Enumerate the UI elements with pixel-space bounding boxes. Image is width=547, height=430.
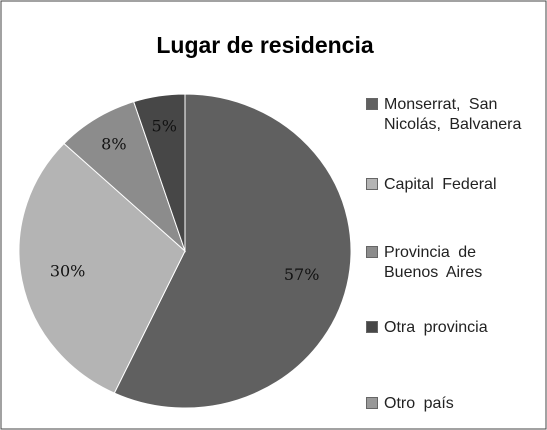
pie-slice xyxy=(113,93,352,409)
legend-swatch xyxy=(366,321,378,333)
legend-swatch xyxy=(366,178,378,190)
legend-item: Provincia de Buenos Aires xyxy=(366,243,482,283)
slice-label: 5% xyxy=(152,116,177,135)
pie-slice xyxy=(18,142,186,394)
legend-swatch xyxy=(366,397,378,409)
legend-label: Otro país xyxy=(384,395,454,412)
legend-swatch xyxy=(366,98,378,110)
legend-item: Otro país xyxy=(366,394,454,414)
legend-item: Otra provincia xyxy=(366,318,488,338)
legend-item: Capital Federal xyxy=(366,175,497,195)
legend-label: Provincia de Buenos Aires xyxy=(384,244,483,281)
chart-title: Lugar de residencia xyxy=(156,32,374,58)
slice-label: 30% xyxy=(50,262,86,281)
legend-item: Monserrat, San Nicolás, Balvanera xyxy=(366,95,521,135)
legend-label: Monserrat, San Nicolás, Balvanera xyxy=(384,96,522,133)
slice-label: 8% xyxy=(101,134,126,153)
legend-label: Otra provincia xyxy=(384,319,488,336)
legend-label: Capital Federal xyxy=(384,176,497,193)
slice-label: 57% xyxy=(284,265,320,284)
legend-swatch xyxy=(366,246,378,258)
